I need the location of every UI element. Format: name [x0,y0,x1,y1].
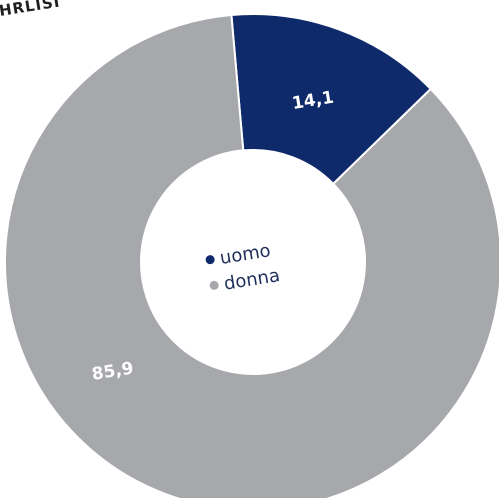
legend-marker-uomo [205,255,215,265]
legend: uomo donna [204,239,281,296]
legend-item-donna: donna [208,265,281,297]
legend-marker-donna [209,280,219,290]
legend-item-uomo: uomo [204,240,272,271]
legend-label-donna: donna [222,265,281,295]
legend-label-uomo: uomo [218,240,272,269]
chart-title-fragment: HRLISI [0,0,62,20]
